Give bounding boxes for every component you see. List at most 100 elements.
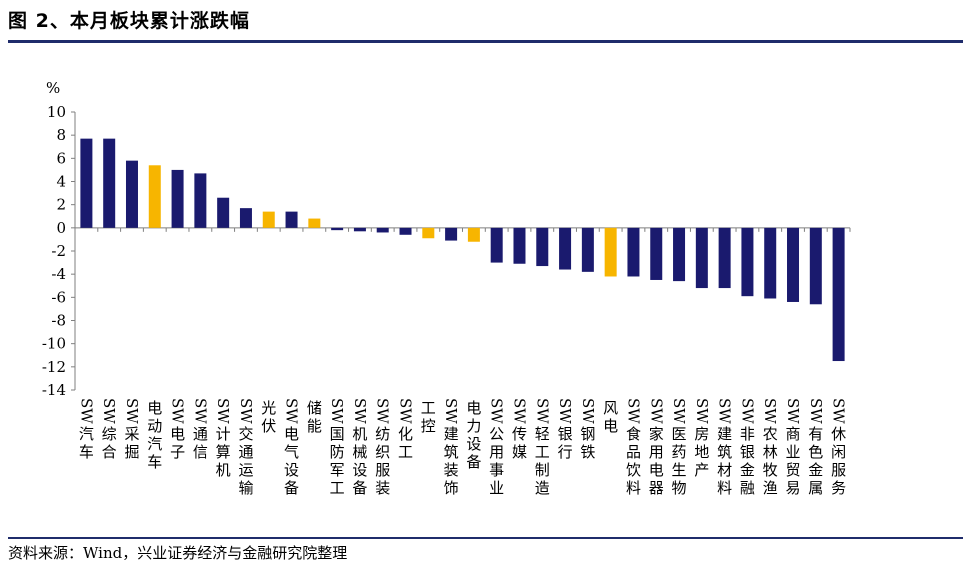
- category-label-char: 电: [603, 417, 618, 435]
- category-label-char: 建: [717, 425, 732, 443]
- y-tick-label: 6: [56, 149, 66, 167]
- category-label-prefix: SW: [533, 398, 551, 424]
- y-tick-label: -4: [51, 265, 66, 283]
- category-label-char: 服: [375, 461, 390, 479]
- bottom-divider: [8, 537, 963, 539]
- category-label-prefix: SW: [237, 398, 255, 424]
- bar-SW采掘: [125, 160, 138, 228]
- bar-SW房地产: [695, 227, 708, 289]
- category-label-char: 轻: [535, 425, 550, 443]
- category-label-char: 机: [216, 461, 231, 479]
- category-label-char: 筑: [717, 443, 732, 461]
- category-label-char: 贸: [786, 461, 801, 479]
- category-label-char: 务: [831, 479, 846, 497]
- category-label-char: 公: [489, 425, 504, 443]
- category-label-char: 休: [831, 425, 846, 443]
- bar-SW建筑装饰: [445, 227, 458, 241]
- category-label-char: 化: [398, 425, 413, 443]
- category-label-prefix: SW: [670, 398, 688, 424]
- category-label-prefix: SW: [579, 398, 597, 424]
- category-label-char: 家: [649, 425, 664, 443]
- y-tick-label: -14: [42, 381, 66, 399]
- category-label-char: 车: [147, 453, 162, 471]
- category-label-char: 防: [330, 443, 345, 461]
- category-label-prefix: SW: [761, 398, 779, 424]
- category-label-char: 金: [808, 461, 823, 479]
- category-label-char: 算: [216, 443, 231, 461]
- category-label-char: 光: [261, 399, 276, 417]
- category-label-char: 料: [626, 479, 641, 497]
- bar-SW食品饮料: [627, 227, 640, 277]
- category-label-char: 机: [352, 425, 367, 443]
- category-label-char: 有: [808, 425, 823, 443]
- category-label-prefix: SW: [807, 398, 825, 424]
- category-label-char: 设: [466, 435, 481, 453]
- category-label-char: 商: [786, 425, 801, 443]
- category-label-char: 计: [216, 425, 231, 443]
- category-label-prefix: SW: [123, 398, 141, 424]
- category-label-char: 国: [330, 425, 345, 443]
- bar-SW非银金融: [741, 227, 754, 297]
- category-label-char: 事: [489, 461, 504, 479]
- bar-SW化工: [399, 227, 412, 235]
- category-label-prefix: SW: [374, 398, 392, 424]
- category-label-char: 综: [102, 425, 117, 443]
- bar-SW通信: [194, 173, 207, 228]
- bar-SW计算机: [217, 197, 230, 228]
- category-label: 储能: [307, 399, 322, 435]
- category-label-char: 纺: [375, 425, 390, 443]
- category-label-char: 生: [672, 461, 687, 479]
- category-label-char: 传: [512, 425, 527, 443]
- category-label-char: 交: [238, 425, 253, 443]
- category-label-char: 料: [717, 479, 732, 497]
- category-label-char: 储: [307, 399, 322, 417]
- category-label-prefix: SW: [169, 398, 187, 424]
- category-label-prefix: SW: [647, 398, 665, 424]
- category-label-prefix: SW: [784, 398, 802, 424]
- y-tick-label: 0: [56, 219, 66, 237]
- category-label-char: 织: [375, 443, 390, 461]
- category-label-char: 用: [489, 443, 504, 461]
- category-label-prefix: SW: [100, 398, 118, 424]
- bar-风电: [604, 227, 617, 277]
- category-label-prefix: SW: [830, 398, 848, 424]
- bar-SW休闲服务: [832, 227, 845, 362]
- chart-bars: [80, 138, 845, 362]
- y-tick-label: 4: [56, 173, 66, 191]
- category-label-char: 电: [284, 425, 299, 443]
- category-label-char: 车: [79, 443, 94, 461]
- category-label-prefix: SW: [488, 398, 506, 424]
- category-label-char: 业: [786, 443, 801, 461]
- y-tick-label: -10: [42, 335, 66, 353]
- bar-SW钢铁: [581, 227, 594, 272]
- category-label-char: 行: [558, 443, 573, 461]
- category-label-char: 金: [740, 461, 755, 479]
- category-label-char: 渔: [763, 479, 778, 497]
- category-label-prefix: SW: [283, 398, 301, 424]
- category-label-char: 林: [763, 443, 778, 461]
- category-label-prefix: SW: [351, 398, 369, 424]
- category-label-char: 服: [831, 461, 846, 479]
- bar-储能: [308, 218, 321, 228]
- category-label-char: 造: [535, 479, 550, 497]
- category-label: 光伏: [261, 399, 276, 435]
- category-label-char: 装: [375, 479, 390, 497]
- category-label-char: 电: [649, 461, 664, 479]
- category-labels: SW汽车SW综合SW采掘电动汽车SW电子SW通信SW计算机SW交通运输光伏SW电…: [77, 398, 847, 497]
- category-label-prefix: SW: [214, 398, 232, 424]
- bar-SW机械设备: [353, 227, 366, 232]
